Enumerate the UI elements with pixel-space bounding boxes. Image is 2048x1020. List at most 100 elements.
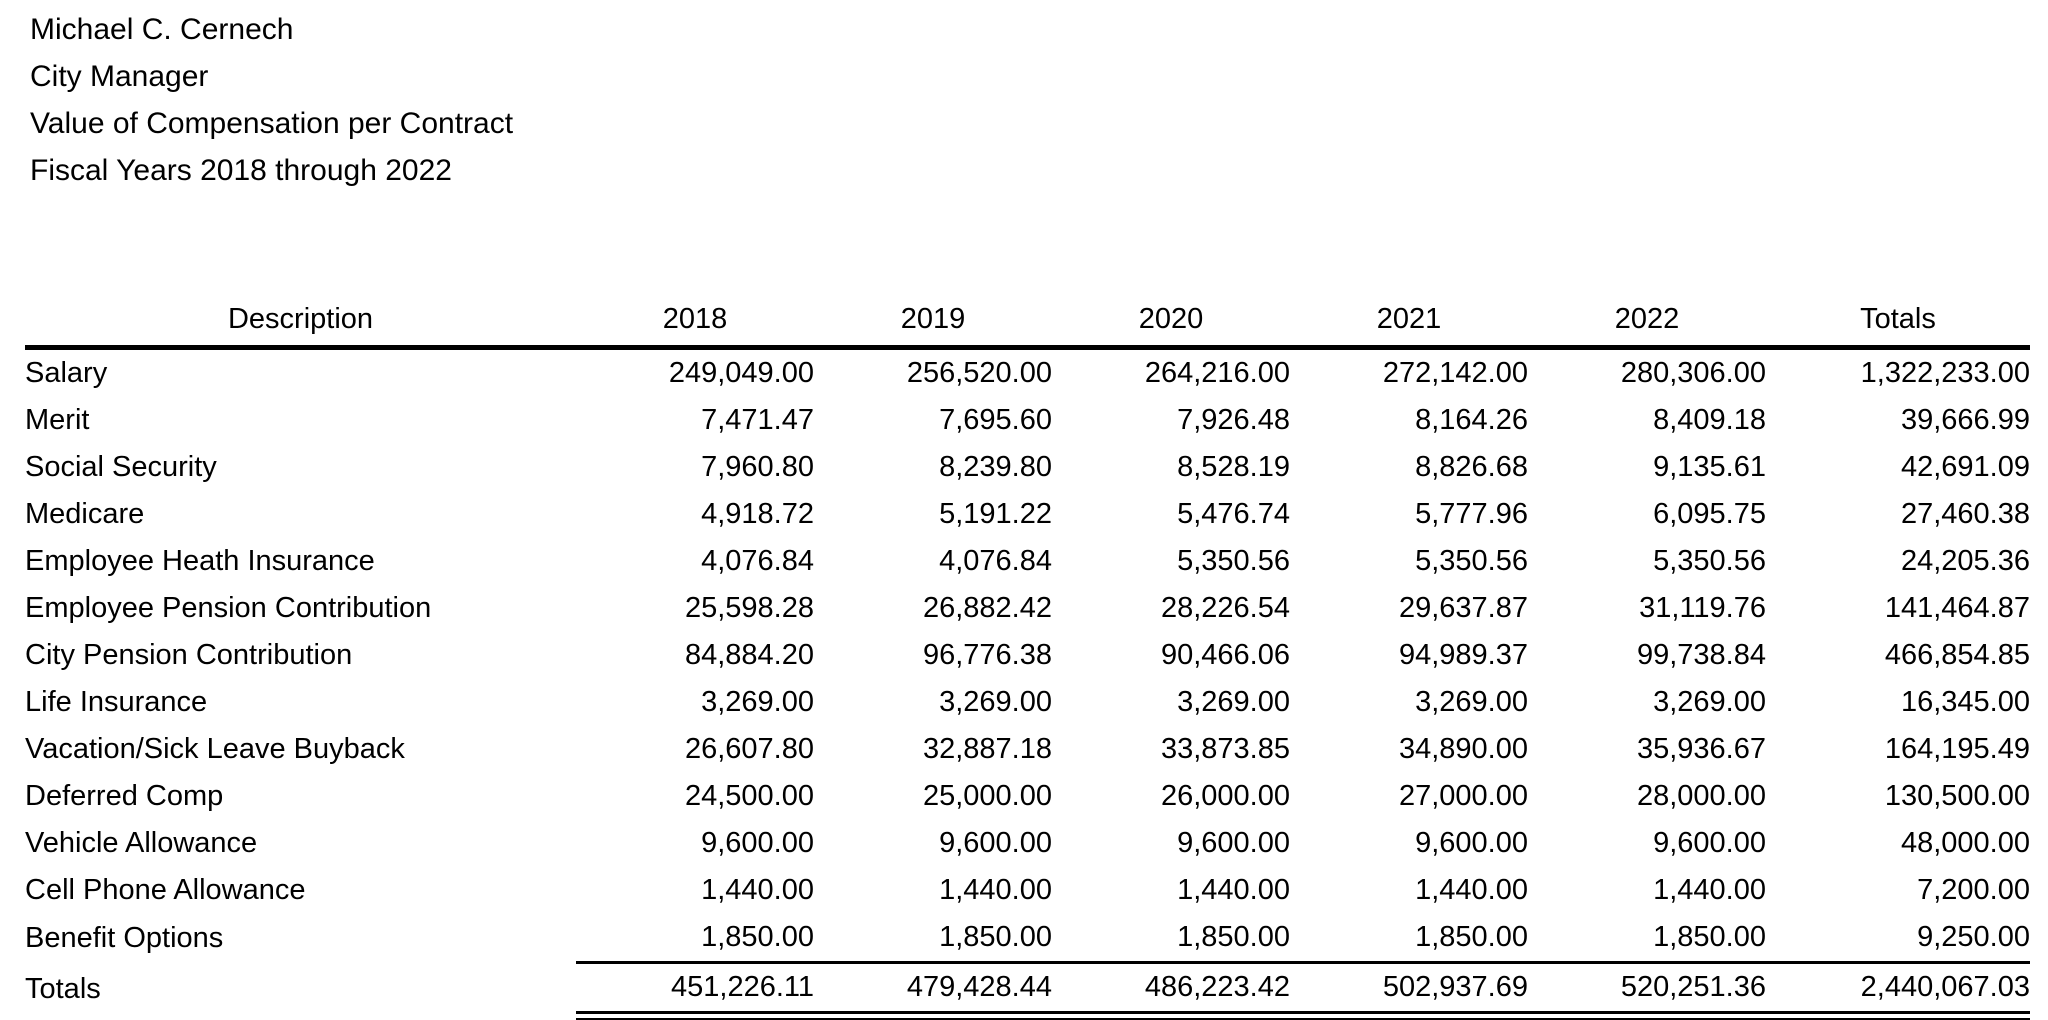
cell-totals: 39,666.99: [1900, 404, 2030, 436]
cell-2019: 3,269.00: [939, 686, 1052, 718]
cell-2020: 1,850.00: [1052, 914, 1290, 964]
cell-2021: 1,850.00: [1290, 914, 1528, 964]
cell-totals: 7,200.00: [1917, 874, 2030, 906]
cell-2019: 32,887.18: [922, 733, 1052, 765]
cell-2022: 280,306.00: [1620, 357, 1766, 389]
cell-2022: 31,119.76: [1639, 592, 1766, 624]
cell-2019: 9,600.00: [939, 827, 1052, 859]
row-label: Salary: [25, 357, 108, 389]
cell-2020: 26,000.00: [1160, 780, 1290, 812]
cell-2018: 1,440.00: [701, 874, 814, 906]
cell-2022: 9,600.00: [1653, 827, 1766, 859]
cell-2019: 7,695.60: [939, 404, 1052, 436]
cell-2021: 34,890.00: [1398, 733, 1528, 765]
cell-totals: 16,345.00: [1900, 686, 2030, 718]
table-row: Merit 7,471.47 7,695.60 7,926.48 8,164.26 8,4…: [25, 397, 2030, 444]
cell-2020: 3,269.00: [1177, 686, 1290, 718]
row-label: Cell Phone Allowance: [25, 874, 306, 906]
cell-2019: 1,850.00: [814, 914, 1052, 964]
cell-2022: 5,350.56: [1653, 545, 1766, 577]
table-row: Cell Phone Allowance 1,440.00 1,440.00 1,44…: [25, 867, 2030, 914]
cell-totals: 24,205.36: [1900, 545, 2030, 577]
row-label: City Pension Contribution: [25, 639, 353, 671]
table-row: Employee Pension Contribution 25,598.28 26…: [25, 585, 2030, 632]
row-label: Benefit Options: [25, 921, 224, 954]
cell-2018: 9,600.00: [701, 827, 814, 859]
cell-2021: 94,989.37: [1398, 639, 1528, 671]
cell-2019: 96,776.38: [922, 639, 1052, 671]
column-header-totals: Totals: [1766, 294, 2030, 350]
table-row: City Pension Contribution 84,884.20 96,776…: [25, 632, 2030, 679]
totals-cell-2022: 520,251.36: [1528, 962, 1766, 1020]
cell-totals: 164,195.49: [1884, 733, 2030, 765]
cell-2018: 25,598.28: [684, 592, 814, 624]
cell-totals: 1,322,233.00: [1860, 357, 2030, 389]
table-row: Medicare 4,918.72 5,191.22 5,476.74 5,777.96…: [25, 491, 2030, 538]
row-label: Vehicle Allowance: [25, 827, 258, 859]
cell-totals: 130,500.00: [1884, 780, 2030, 812]
cell-2022: 9,135.61: [1653, 451, 1766, 483]
column-header-2019: 2019: [814, 294, 1052, 350]
cell-2019: 26,882.42: [922, 592, 1052, 624]
column-header-2018: 2018: [576, 294, 814, 350]
cell-2020: 7,926.48: [1177, 404, 1290, 436]
cell-2021: 5,350.56: [1415, 545, 1528, 577]
cell-totals: 27,460.38: [1900, 498, 2030, 530]
cell-2021: 3,269.00: [1415, 686, 1528, 718]
table-row: Vehicle Allowance 9,600.00 9,600.00 9,600.0…: [25, 820, 2030, 867]
column-header-description: Description: [25, 294, 576, 350]
totals-cell-2018: 451,226.11: [576, 962, 814, 1020]
cell-2019: 25,000.00: [922, 780, 1052, 812]
cell-2021: 1,440.00: [1415, 874, 1528, 906]
cell-2021: 8,826.68: [1415, 451, 1528, 483]
row-label: Merit: [25, 404, 90, 436]
cell-totals: 48,000.00: [1900, 827, 2030, 859]
cell-2022: 1,440.00: [1653, 874, 1766, 906]
cell-2021: 272,142.00: [1382, 357, 1528, 389]
row-label: Employee Heath Insurance: [25, 545, 375, 577]
cell-2018: 26,607.80: [684, 733, 814, 765]
cell-totals: 42,691.09: [1900, 451, 2030, 483]
cell-2022: 28,000.00: [1636, 780, 1766, 812]
table-body: Salary 249,049.00 256,520.00 264,216.00 272,…: [25, 348, 2030, 964]
row-label: Vacation/Sick Leave Buyback: [25, 733, 405, 765]
report-period: Fiscal Years 2018 through 2022: [30, 154, 452, 187]
column-header-2022: 2022: [1528, 294, 1766, 350]
row-label: Deferred Comp: [25, 780, 224, 812]
row-label: Employee Pension Contribution: [25, 592, 432, 624]
cell-2020: 28,226.54: [1160, 592, 1290, 624]
cell-2018: 4,076.84: [701, 545, 814, 577]
row-label: Medicare: [25, 498, 145, 530]
row-label: Social Security: [25, 451, 217, 483]
cell-2019: 1,440.00: [939, 874, 1052, 906]
cell-2020: 8,528.19: [1177, 451, 1290, 483]
document-header: Michael C. Cernech City Manager Value of…: [30, 6, 513, 194]
cell-2019: 8,239.80: [939, 451, 1052, 483]
person-title: City Manager: [30, 60, 209, 93]
person-name: Michael C. Cernech: [30, 13, 294, 46]
table-row: Vacation/Sick Leave Buyback 26,607.80 32,8…: [25, 726, 2030, 773]
table-row: Life Insurance 3,269.00 3,269.00 3,269.00 3,…: [25, 679, 2030, 726]
cell-2021: 27,000.00: [1398, 780, 1528, 812]
cell-2020: 5,350.56: [1177, 545, 1290, 577]
row-label: Life Insurance: [25, 686, 208, 718]
cell-2018: 7,960.80: [701, 451, 814, 483]
report-title: Value of Compensation per Contract: [30, 107, 514, 140]
column-header-2021: 2021: [1290, 294, 1528, 350]
column-header-2020: 2020: [1052, 294, 1290, 350]
totals-cell-2020: 486,223.42: [1052, 962, 1290, 1020]
cell-2021: 9,600.00: [1415, 827, 1528, 859]
table-row: Benefit Options 1,850.00 1,850.00 1,850.00 1…: [25, 914, 2030, 964]
cell-2022: 3,269.00: [1653, 686, 1766, 718]
table-row: Employee Heath Insurance 4,076.84 4,076.84…: [25, 538, 2030, 585]
cell-2020: 264,216.00: [1144, 357, 1290, 389]
compensation-table: Description 2018 2019 2020 2021 2022 Tot…: [25, 294, 2030, 1020]
cell-2018: 84,884.20: [684, 639, 814, 671]
cell-2021: 8,164.26: [1415, 404, 1528, 436]
totals-row: Totals 451,226.11 479,428.44 486,223.42 …: [25, 962, 2030, 1020]
table-header-row: Description 2018 2019 2020 2021 2022 Tot…: [25, 294, 2030, 350]
totals-cell-totals: 2,440,067.03: [1766, 962, 2030, 1020]
cell-2021: 29,637.87: [1398, 592, 1528, 624]
totals-row-label: Totals: [25, 972, 101, 1005]
cell-2018: 249,049.00: [668, 357, 814, 389]
